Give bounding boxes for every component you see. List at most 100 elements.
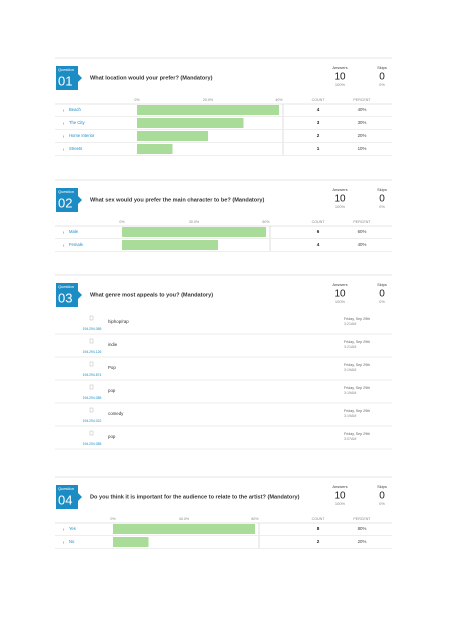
question-number: 01: [58, 73, 72, 88]
axis-tick-label: 0%: [134, 98, 140, 102]
option-label: Male: [69, 229, 79, 234]
count: 2: [317, 133, 320, 138]
count: 6: [317, 229, 320, 234]
skips-label: Skips: [377, 65, 387, 70]
option-label: No: [69, 539, 75, 544]
response-date: Friday, Sep 29th: [344, 432, 370, 436]
option-label: Yes: [69, 526, 76, 531]
answers-count: 10: [334, 194, 346, 205]
response-date: Friday, Sep 29th: [344, 363, 370, 367]
option-label: Home Interior: [69, 133, 95, 138]
answers-count: 10: [334, 289, 346, 300]
count: 4: [317, 107, 320, 112]
answers-label: Answers: [332, 187, 347, 192]
response-icon: [89, 315, 94, 321]
filter-icon: ⨾: [63, 229, 64, 235]
percent: 30%: [358, 120, 367, 125]
bar: [137, 144, 173, 154]
response-ip: 194.294.085: [83, 396, 102, 400]
answers-count: 10: [334, 491, 346, 502]
badge-label: Question: [58, 486, 74, 491]
filter-icon: ⨾: [63, 146, 64, 152]
bar: [122, 227, 266, 237]
count: 4: [317, 242, 320, 247]
badge-label: Question: [58, 284, 74, 289]
axis-tick-label: 80%: [251, 517, 259, 521]
skips-count: 0: [379, 491, 385, 502]
response-icon: [89, 384, 94, 390]
axis-tick-label: 40.0%: [179, 517, 190, 521]
question-title: What location would your prefer? (Mandat…: [90, 75, 213, 81]
response-icon: [89, 430, 94, 436]
response-date: Friday, Sep 29th: [344, 340, 370, 344]
question-title: What genre most appeals to you? (Mandato…: [90, 292, 213, 298]
question-number: 02: [58, 195, 72, 210]
axis-tick-label: 0%: [110, 517, 116, 521]
skips-percent: 0%: [379, 204, 385, 209]
percent: 10%: [358, 146, 367, 151]
skips-label: Skips: [377, 282, 387, 287]
badge-label: Question: [58, 67, 74, 72]
question-badge: [56, 66, 82, 90]
response-text: comedy: [108, 411, 124, 416]
count: 1: [317, 146, 320, 151]
axis-tick-label: 30.0%: [189, 220, 200, 224]
axis-tick-label: 60%: [262, 220, 270, 224]
response-time: 3:19AM: [344, 414, 356, 418]
question-badge: [56, 283, 82, 307]
bar: [113, 537, 149, 547]
axis-tick-label: 0%: [119, 220, 125, 224]
bar: [137, 118, 244, 128]
answers-count: 10: [334, 72, 346, 83]
response-ip: 194.294.126: [83, 350, 102, 354]
response-text: pop: [108, 434, 116, 439]
column-header: COUNT: [312, 517, 326, 521]
response-date: Friday, Sep 29th: [344, 409, 370, 413]
question-title: What sex would you prefer the main chara…: [90, 197, 265, 203]
count: 8: [317, 526, 320, 531]
option-label: Streets: [69, 146, 82, 151]
skips-percent: 0%: [379, 501, 385, 506]
percent: 40%: [358, 242, 367, 247]
answers-label: Answers: [332, 282, 347, 287]
filter-icon: ⨾: [63, 120, 64, 126]
count: 3: [317, 120, 320, 125]
count: 2: [317, 539, 320, 544]
response-ip: 194.294.874: [83, 373, 102, 377]
option-label: Beach: [69, 107, 82, 112]
question-badge: [56, 485, 82, 509]
percent: 20%: [358, 539, 367, 544]
filter-icon: ⨾: [63, 539, 64, 545]
axis-tick-label: 20.0%: [203, 98, 214, 102]
response-time: 3:19AM: [344, 391, 356, 395]
question-badge: [56, 188, 82, 212]
column-header: COUNT: [312, 98, 326, 102]
answers-percent: 100%: [335, 299, 346, 304]
badge-label: Question: [58, 189, 74, 194]
option-label: Female: [69, 242, 84, 247]
response-ip: 194.294.085: [83, 442, 102, 446]
response-text: hiphop/rap: [108, 319, 129, 324]
answers-percent: 100%: [335, 501, 346, 506]
percent: 20%: [358, 133, 367, 138]
response-time: 3:21AM: [344, 322, 356, 326]
option-label: The City: [69, 120, 85, 125]
column-header: PERCENT: [353, 220, 371, 224]
skips-count: 0: [379, 72, 385, 83]
response-text: Pop: [108, 365, 116, 370]
response-text: pop: [108, 388, 116, 393]
answers-label: Answers: [332, 484, 347, 489]
filter-icon: ⨾: [63, 526, 64, 532]
percent: 40%: [358, 107, 367, 112]
percent: 80%: [358, 526, 367, 531]
question-number: 03: [58, 290, 72, 305]
column-header: PERCENT: [353, 98, 371, 102]
skips-count: 0: [379, 194, 385, 205]
response-ip: 194.294.022: [83, 419, 102, 423]
percent: 60%: [358, 229, 367, 234]
answers-label: Answers: [332, 65, 347, 70]
bar: [113, 524, 255, 534]
skips-percent: 0%: [379, 299, 385, 304]
